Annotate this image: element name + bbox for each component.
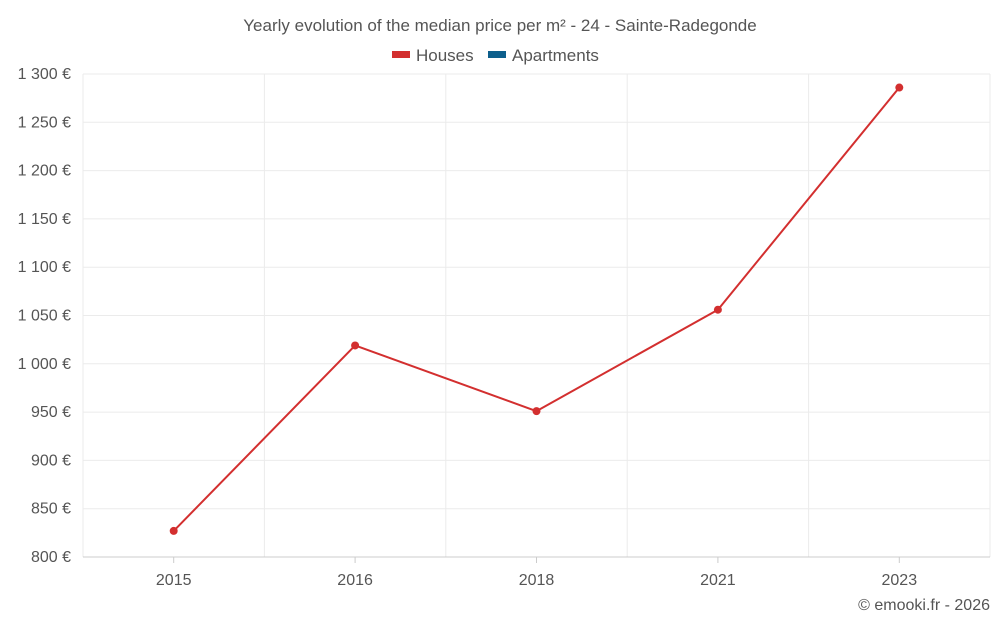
series-houses	[169, 83, 904, 535]
y-tick-label: 900 €	[31, 452, 71, 469]
legend-swatch-apartments	[488, 51, 506, 58]
y-tick-label: 1 250 €	[18, 114, 71, 131]
y-tick-label: 1 200 €	[18, 163, 71, 180]
chart-title: Yearly evolution of the median price per…	[243, 16, 756, 35]
data-point[interactable]	[713, 305, 722, 314]
y-tick-label: 1 300 €	[18, 66, 71, 83]
x-tick-label: 2016	[337, 572, 373, 589]
data-point[interactable]	[351, 341, 360, 350]
legend-label-apartments: Apartments	[512, 46, 599, 65]
credit-text: © emooki.fr - 2026	[858, 597, 990, 614]
y-tick-label: 950 €	[31, 404, 71, 421]
data-point[interactable]	[895, 83, 904, 92]
legend: Houses Apartments	[392, 46, 599, 65]
y-tick-label: 800 €	[31, 549, 71, 566]
y-tick-label: 1 000 €	[18, 356, 71, 373]
x-tick-label: 2018	[519, 572, 555, 589]
x-tick-label: 2015	[156, 572, 192, 589]
legend-item-houses[interactable]: Houses	[392, 46, 474, 65]
legend-item-apartments[interactable]: Apartments	[488, 46, 599, 65]
grid	[82, 73, 991, 557]
x-tick-label: 2021	[700, 572, 736, 589]
y-tick-label: 1 100 €	[18, 259, 71, 276]
data-point[interactable]	[169, 526, 178, 535]
x-tick-label: 2023	[882, 572, 918, 589]
y-axis-ticks: 800 € 850 € 900 € 950 € 1 000 € 1 050 € 1 100 …	[18, 66, 71, 566]
legend-swatch-houses	[392, 51, 410, 58]
y-tick-label: 850 €	[31, 501, 71, 518]
y-tick-label: 1 150 €	[18, 211, 71, 228]
y-tick-label: 1 050 €	[18, 308, 71, 325]
series-line	[172, 86, 901, 532]
data-point[interactable]	[532, 407, 541, 416]
x-axis-ticks: 2015 2016 2018 2021 2023	[156, 557, 917, 589]
legend-label-houses: Houses	[416, 46, 474, 65]
